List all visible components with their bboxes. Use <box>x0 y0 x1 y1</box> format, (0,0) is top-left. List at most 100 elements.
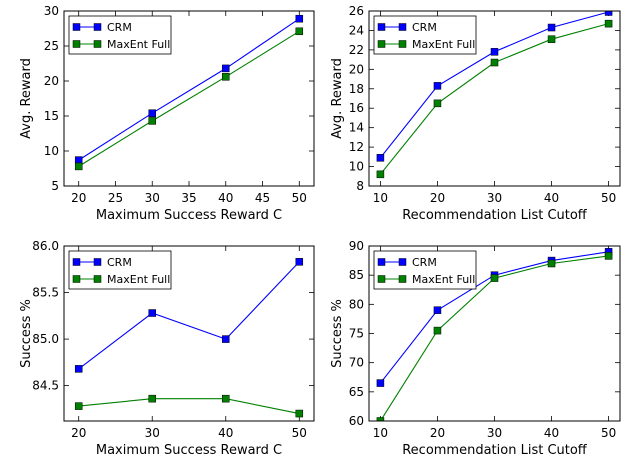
data-point-crm <box>295 14 304 23</box>
x-tick-label: 30 <box>145 191 160 205</box>
legend-marker <box>398 258 407 266</box>
x-tick-label: 50 <box>292 191 307 205</box>
x-tick-label: 45 <box>255 191 270 205</box>
y-axis-label: Avg. Reward <box>19 58 34 139</box>
x-tick-label: 20 <box>71 426 86 440</box>
legend-label: MaxEnt Full <box>412 38 475 51</box>
legend-label: CRM <box>107 21 132 34</box>
x-tick-label: 10 <box>373 191 388 205</box>
y-tick-label: 85 <box>349 268 364 282</box>
legend: CRM MaxEnt Full <box>373 15 477 55</box>
x-axis-label: Recommendation List Cutoff <box>402 443 588 456</box>
x-tick-label: 30 <box>487 426 502 440</box>
data-point-maxent-full <box>74 402 83 410</box>
y-tick-label: 90 <box>349 239 364 253</box>
data-point-maxent-full <box>295 409 304 418</box>
x-tick-label: 20 <box>71 191 86 205</box>
x-tick-label: 50 <box>292 426 307 440</box>
legend-label: CRM <box>412 256 437 269</box>
legend-marker <box>398 275 407 283</box>
y-tick-label: 85.5 <box>32 286 59 300</box>
data-point-crm <box>433 82 442 90</box>
series-line-crm <box>78 261 300 370</box>
plot-area <box>74 14 304 171</box>
data-point-maxent-full <box>604 252 613 260</box>
data-point-maxent-full <box>490 274 499 282</box>
x-tick-label: 40 <box>218 426 233 440</box>
x-tick-label: 40 <box>544 426 559 440</box>
legend-marker <box>398 23 407 31</box>
legend-marker <box>377 275 386 283</box>
data-point-crm <box>74 365 83 373</box>
legend-marker <box>398 40 407 48</box>
y-tick-label: 30 <box>44 4 59 18</box>
y-tick-label: 5 <box>51 179 59 193</box>
data-point-maxent-full <box>222 394 230 403</box>
legend-marker <box>72 23 81 31</box>
x-tick-label: 25 <box>108 191 123 205</box>
x-tick-label: 20 <box>430 426 445 440</box>
plot-area <box>74 258 304 418</box>
y-tick-label: 80 <box>349 297 364 311</box>
data-point-crm <box>376 379 385 387</box>
legend-box <box>68 250 172 290</box>
x-tick-label: 30 <box>487 191 502 205</box>
chart-panel-3: 20 30 40 50 84.5 85.0 85.5 86.0 Maximum Success … <box>19 239 315 456</box>
legend-box <box>68 15 172 55</box>
legend-marker <box>72 40 81 48</box>
x-tick-label: 35 <box>181 191 196 205</box>
y-tick-label: 84.5 <box>32 379 59 393</box>
legend-marker <box>72 258 81 266</box>
legend-marker <box>93 40 102 48</box>
data-point-crm <box>222 335 230 343</box>
y-tick-label: 25 <box>44 39 59 53</box>
data-point-maxent-full <box>148 394 156 403</box>
data-point-crm <box>74 156 83 164</box>
x-axis-label: Maximum Success Reward C <box>96 443 282 456</box>
series-line-maxent-full <box>78 398 300 415</box>
legend: CRM MaxEnt Full <box>373 250 477 290</box>
plot-frame <box>368 245 621 422</box>
data-point-maxent-full <box>148 117 156 125</box>
plot-frame <box>63 245 315 422</box>
legend-box <box>373 15 477 55</box>
y-tick-label: 20 <box>349 62 364 76</box>
y-tick-label: 24 <box>349 23 364 37</box>
y-tick-label: 18 <box>349 82 364 96</box>
data-point-crm <box>376 154 385 162</box>
y-tick-label: 70 <box>349 356 364 370</box>
legend-label: MaxEnt Full <box>412 273 475 286</box>
y-tick-label: 16 <box>349 101 364 115</box>
data-point-maxent-full <box>490 58 499 67</box>
data-point-maxent-full <box>433 99 442 108</box>
y-tick-label: 10 <box>349 160 364 174</box>
data-point-maxent-full <box>376 417 385 421</box>
x-tick-label: 10 <box>373 426 388 440</box>
legend-label: CRM <box>412 21 437 34</box>
legend: CRM MaxEnt Full <box>68 250 172 290</box>
legend-marker <box>377 23 386 31</box>
x-tick-label: 40 <box>544 191 559 205</box>
y-axis-label: Success % <box>330 299 345 368</box>
data-point-maxent-full <box>604 19 613 28</box>
y-tick-label: 26 <box>349 4 364 18</box>
plot-frame <box>368 10 621 187</box>
x-tick-label: 20 <box>430 191 445 205</box>
data-point-maxent-full <box>222 73 230 81</box>
data-point-crm <box>547 23 556 32</box>
y-axis-label: Success % <box>19 299 34 368</box>
chart-panel-4: 10 20 30 40 50 60 65 70 75 80 85 90 Recommendation L… <box>330 239 621 456</box>
legend-marker <box>377 40 386 48</box>
y-tick-label: 20 <box>44 74 59 88</box>
legend-label: MaxEnt Full <box>107 273 170 286</box>
y-tick-label: 86.0 <box>32 239 59 253</box>
data-point-maxent-full <box>376 170 385 179</box>
data-point-crm <box>490 48 499 56</box>
y-tick-label: 12 <box>349 140 364 154</box>
data-point-crm <box>148 109 156 117</box>
data-point-maxent-full <box>295 27 304 36</box>
legend-marker <box>93 23 102 31</box>
legend: CRM MaxEnt Full <box>68 15 172 55</box>
data-point-maxent-full <box>547 259 556 268</box>
